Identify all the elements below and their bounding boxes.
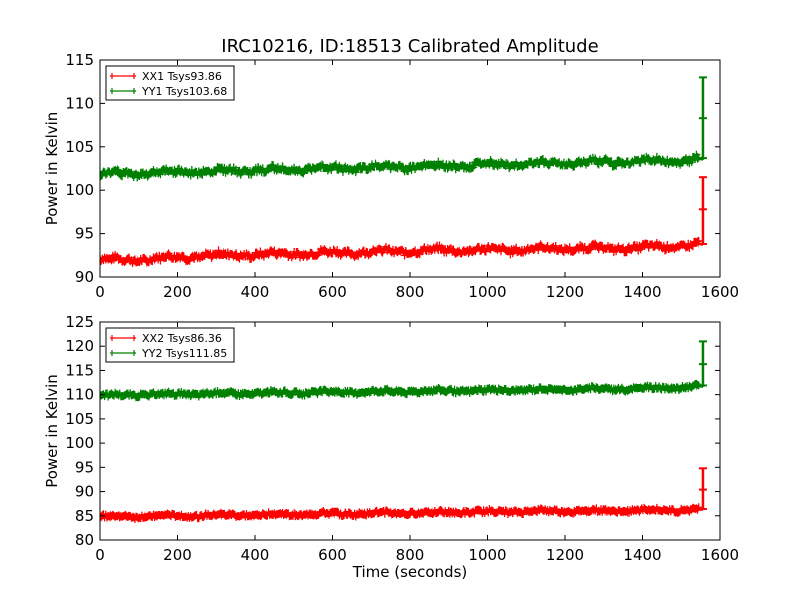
y-tick-label: 95 — [75, 225, 94, 243]
x-tick-label: 400 — [241, 283, 270, 301]
bottom-subplot: 0 200 400 600 800 1000 1200 1400 1600 80 85 90 95 100… — [43, 313, 739, 581]
y-tick-label: 85 — [75, 507, 94, 525]
plot-area — [100, 340, 707, 524]
y-tick-label: 110 — [65, 94, 94, 112]
x-axis-label: Time (seconds) — [352, 563, 468, 581]
legend-label: YY1 Tsys103.68 — [141, 85, 227, 98]
x-tick-label: 800 — [396, 546, 425, 564]
series-xx1 — [100, 176, 707, 268]
x-tick-label: 1400 — [623, 546, 661, 564]
x-tick-label: 1400 — [623, 283, 661, 301]
y-axis-label: Power in Kelvin — [43, 112, 61, 226]
y-tick-label: 115 — [65, 361, 94, 379]
y-tick-label: 95 — [75, 458, 94, 476]
series-yy2 — [100, 340, 707, 402]
legend-box — [105, 327, 235, 363]
legend: XX2 Tsys86.36 YY2 Tsys111.85 — [105, 327, 235, 363]
plot-area — [100, 76, 707, 268]
series-markers — [100, 503, 703, 524]
x-tick-label: 200 — [163, 546, 192, 564]
x-tick-label: 200 — [163, 283, 192, 301]
y-tick-label: 105 — [65, 138, 94, 156]
y-tick-label: 90 — [75, 268, 94, 286]
chart-title: IRC10216, ID:18513 Calibrated Amplitude — [221, 36, 598, 57]
x-tick-label: 1600 — [701, 546, 739, 564]
x-tick-label: 1200 — [546, 546, 584, 564]
x-tick-label: 600 — [318, 283, 347, 301]
y-tick-label: 105 — [65, 410, 94, 428]
y-tick-label: 100 — [65, 181, 94, 199]
top-subplot: 0 200 400 600 800 1000 1200 1400 1600 90 95 100 105 1… — [43, 51, 739, 301]
x-tick-label: 1000 — [468, 283, 506, 301]
x-tick-label: 600 — [318, 546, 347, 564]
legend-label: XX2 Tsys86.36 — [142, 332, 222, 345]
y-tick-label: 100 — [65, 434, 94, 452]
x-tick-label: 0 — [95, 546, 105, 564]
x-tick-label: 800 — [396, 283, 425, 301]
y-tick-label: 80 — [75, 531, 94, 549]
y-axis-label: Power in Kelvin — [43, 374, 61, 488]
x-tick-label: 0 — [95, 283, 105, 301]
legend-box — [105, 65, 235, 101]
series-xx2 — [100, 467, 707, 524]
series-yy1 — [100, 76, 707, 182]
series-markers — [100, 150, 703, 182]
y-tick-label: 125 — [65, 313, 94, 331]
legend-label: XX1 Tsys93.86 — [142, 70, 222, 83]
series-markers — [100, 379, 703, 402]
series-markers — [100, 236, 703, 268]
y-tick-label: 90 — [75, 483, 94, 501]
x-tick-label: 1000 — [468, 546, 506, 564]
y-tick-label: 115 — [65, 51, 94, 69]
x-tick-label: 400 — [241, 546, 270, 564]
legend: XX1 Tsys93.86 YY1 Tsys103.68 — [105, 65, 235, 101]
legend-label: YY2 Tsys111.85 — [141, 347, 227, 360]
x-tick-label: 1200 — [546, 283, 584, 301]
y-tick-label: 120 — [65, 337, 94, 355]
y-tick-label: 110 — [65, 386, 94, 404]
x-tick-label: 1600 — [701, 283, 739, 301]
